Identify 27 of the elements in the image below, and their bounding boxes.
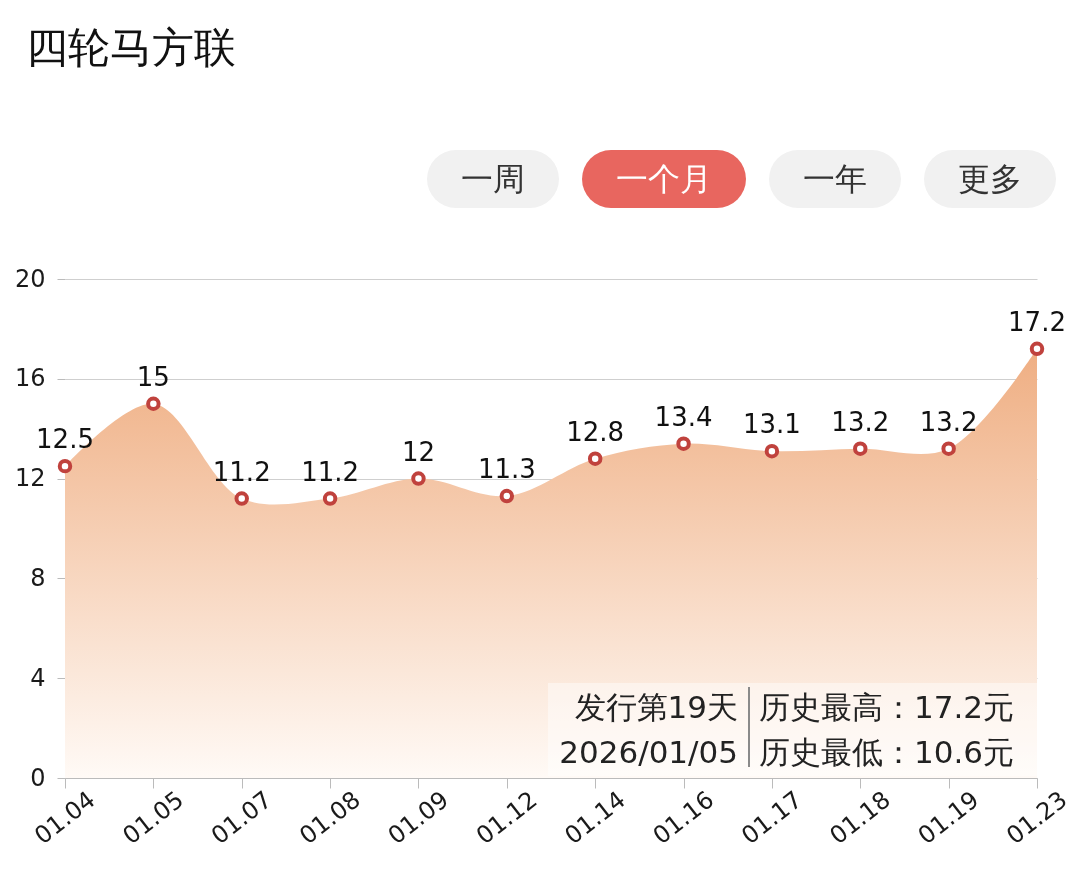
data-label: 13.2 xyxy=(919,406,978,437)
data-label: 13.4 xyxy=(654,401,713,432)
y-tick-label: 20 xyxy=(14,264,46,293)
y-tick-label: 12 xyxy=(14,464,46,493)
text: 一年 xyxy=(769,150,901,208)
y-tick-label: 16 xyxy=(14,364,46,393)
text: 更多 xyxy=(924,150,1056,208)
y-tick-label: 4 xyxy=(30,663,46,692)
annotation: 2026/01/05 xyxy=(559,732,738,772)
data-label: 12.8 xyxy=(566,416,625,447)
data-label: 15 xyxy=(136,361,170,392)
text: 一个月 xyxy=(582,150,746,208)
data-label: 11.2 xyxy=(301,456,360,487)
annotation: 发行第19天 xyxy=(574,687,738,727)
data-label: 11.3 xyxy=(477,454,536,485)
y-tick-label: 8 xyxy=(30,563,46,592)
annotation: 历史最高：17.2元 xyxy=(759,687,1015,727)
chart-title: 四轮马方联 xyxy=(26,22,236,74)
text: 一周 xyxy=(427,150,559,208)
data-label: 17.2 xyxy=(1008,306,1066,337)
data-label: 12.5 xyxy=(36,424,94,455)
annotation: 历史最低：10.6元 xyxy=(759,732,1015,772)
data-label: 13.1 xyxy=(742,409,801,440)
data-label: 12 xyxy=(401,436,435,467)
data-label: 11.2 xyxy=(212,456,271,487)
data-label: 13.2 xyxy=(831,406,890,437)
y-tick-label: 0 xyxy=(30,763,46,792)
